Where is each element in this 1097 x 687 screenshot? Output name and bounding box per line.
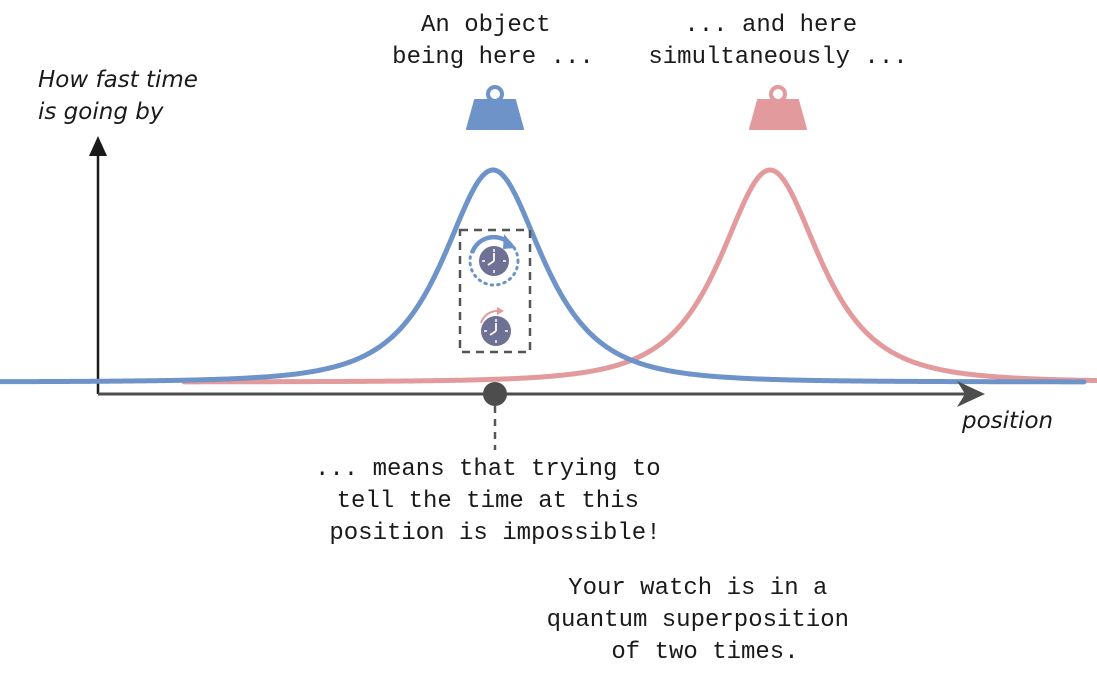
fast-clock-icon [468, 234, 520, 287]
y-axis-arrowhead [89, 136, 107, 156]
blue-curve [0, 167, 1087, 385]
x-axis-arrowhead [957, 381, 985, 407]
x-axis-label: position [961, 408, 1053, 434]
position-marker-dot [483, 382, 507, 406]
clock-box [458, 228, 532, 354]
red-curve [181, 167, 1097, 385]
caption-left: An object being here ... [392, 12, 594, 71]
y-axis-label: How fast time is going by [38, 67, 205, 125]
caption-right: ... and here simultaneously ... [648, 12, 907, 71]
caption-below: ... means that trying to tell the time a… [315, 456, 675, 547]
caption-bottom: Your watch is in a quantum superposition… [547, 575, 864, 666]
weight-icon-left [466, 85, 524, 130]
weight-icon-right [749, 85, 807, 130]
slow-clock-icon [480, 307, 511, 346]
